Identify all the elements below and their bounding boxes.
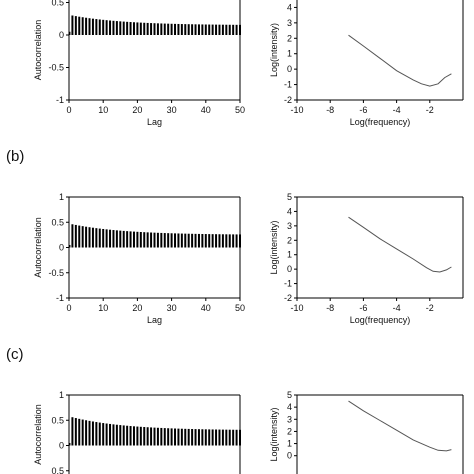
y-tick-label: 5	[287, 390, 292, 400]
y-tick-label: 4	[287, 206, 292, 216]
x-tick-label: 40	[201, 303, 211, 313]
x-tick-label: -10	[290, 105, 303, 115]
y-tick-label: 0	[287, 264, 292, 274]
y-tick-label: 0	[59, 243, 64, 253]
panel-label-c: (c)	[6, 346, 24, 363]
y-tick-label: 3	[287, 221, 292, 231]
y-tick-label: 0	[59, 30, 64, 40]
x-tick-label: -4	[393, 105, 401, 115]
y-tick-label: 0.5	[51, 415, 64, 425]
x-tick-label: -2	[426, 303, 434, 313]
x-axis-label: Lag	[147, 117, 162, 127]
y-axis-label: Autocorrelation	[33, 404, 43, 465]
y-tick-label: 2	[287, 235, 292, 245]
y-tick-label: 1	[287, 250, 292, 260]
y-tick-label: 2	[287, 33, 292, 43]
x-tick-label: 30	[167, 105, 177, 115]
x-tick-label: -4	[393, 303, 401, 313]
x-axis-label: Log(frequency)	[350, 315, 411, 325]
spectrum-line	[348, 400, 452, 452]
y-tick-label: 1	[59, 192, 64, 202]
y-tick-label: 0.5	[51, 217, 64, 227]
x-tick-label: 50	[235, 105, 245, 115]
y-tick-label: 3	[287, 18, 292, 28]
x-axis-label: Log(frequency)	[350, 117, 411, 127]
y-tick-label: 0	[287, 451, 292, 461]
x-tick-label: 20	[132, 105, 142, 115]
x-tick-label: 40	[201, 105, 211, 115]
y-tick-label: 0	[59, 441, 64, 451]
spectrum-line	[348, 216, 452, 273]
y-tick-label: -0.5	[48, 63, 64, 73]
y-axis-label: Autocorrelation	[33, 20, 43, 81]
y-axis-label: Log(intensity)	[269, 407, 279, 461]
y-tick-label: 2	[287, 426, 292, 436]
y-tick-label: -1	[56, 293, 64, 303]
x-tick-label: -2	[426, 105, 434, 115]
y-axis-label: Log(intensity)	[269, 220, 279, 274]
x-tick-label: 50	[235, 303, 245, 313]
x-tick-label: -6	[359, 303, 367, 313]
y-tick-label: 0	[287, 64, 292, 74]
y-tick-label: -2	[284, 293, 292, 303]
y-tick-label: -2	[284, 95, 292, 105]
spectrum-line	[348, 34, 452, 87]
y-tick-label: 0.5	[51, 466, 64, 474]
y-tick-label: -1	[284, 80, 292, 90]
y-axis-label: Autocorrelation	[33, 217, 43, 278]
x-tick-label: 0	[66, 303, 71, 313]
y-tick-label: 0.5	[51, 0, 64, 8]
y-tick-label: -1	[284, 279, 292, 289]
x-tick-label: 20	[132, 303, 142, 313]
x-axis-label: Lag	[147, 315, 162, 325]
x-tick-label: 10	[98, 105, 108, 115]
y-tick-label: 4	[287, 402, 292, 412]
y-tick-label: 1	[287, 439, 292, 449]
y-axis-label: Log(intensity)	[269, 23, 279, 77]
y-tick-label: 5	[287, 192, 292, 202]
y-tick-label: 1	[287, 49, 292, 59]
x-tick-label: -8	[326, 105, 334, 115]
panel-label-b: (b)	[6, 148, 25, 165]
y-tick-label: 1	[59, 390, 64, 400]
y-tick-label: -0.5	[48, 268, 64, 278]
x-tick-label: -6	[359, 105, 367, 115]
y-tick-label: 3	[287, 414, 292, 424]
y-tick-label: 4	[287, 2, 292, 12]
x-tick-label: -10	[290, 303, 303, 313]
x-tick-label: -8	[326, 303, 334, 313]
x-tick-label: 0	[66, 105, 71, 115]
x-tick-label: 30	[167, 303, 177, 313]
y-tick-label: -1	[56, 95, 64, 105]
x-tick-label: 10	[98, 303, 108, 313]
